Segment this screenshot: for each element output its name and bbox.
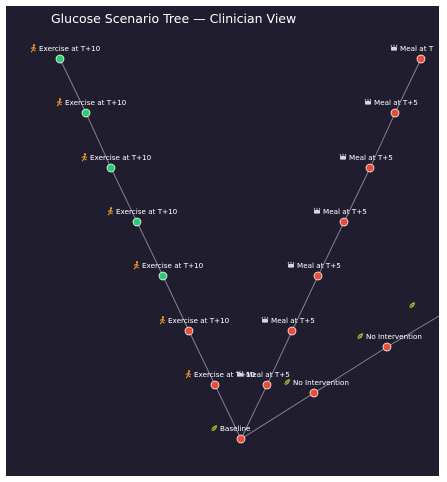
tree-node-meal3[interactable] [313, 271, 323, 281]
node-label: Exercise at T+10 [168, 316, 230, 325]
tree-node-ex3[interactable] [158, 271, 168, 281]
tree-edge [386, 315, 439, 348]
tree-edge [214, 384, 242, 440]
runner-icon [81, 153, 88, 162]
tree-node-ex4[interactable] [132, 217, 142, 227]
meal-icon [261, 316, 269, 323]
tree-edge [266, 330, 293, 386]
meal-icon [236, 370, 244, 377]
leaf-icon [210, 425, 217, 432]
node-label: Exercise at T+10 [194, 370, 256, 379]
node-label: Exercise at T+10 [142, 261, 204, 270]
tree-node-meal4[interactable] [339, 217, 349, 227]
tree-node-meal2[interactable] [287, 326, 297, 336]
leaf-icon [356, 333, 363, 340]
tree-node-ex7[interactable] [55, 54, 65, 64]
tree-node-ex6[interactable] [81, 108, 91, 118]
node-label: Meal at T+5 [374, 98, 418, 107]
node-label: No Intervention [366, 332, 422, 341]
node-label: Meal at T [400, 44, 434, 53]
meal-icon [339, 153, 347, 160]
tree-edge [162, 275, 190, 332]
runner-icon [30, 44, 37, 53]
runner-icon [159, 316, 166, 325]
tree-node-baseline[interactable] [236, 434, 246, 444]
runner-icon [107, 207, 114, 216]
scenario-tree: Baseline Exercise at T+10 Exercise at T+10… [30, 44, 439, 444]
tree-node-ex5[interactable] [106, 163, 116, 173]
tree-edge [59, 58, 87, 114]
tree-edge [110, 167, 138, 223]
tree-node-ni2[interactable] [382, 342, 392, 352]
tree-edge [240, 384, 268, 440]
tree-edge [188, 330, 216, 386]
tree-edge [85, 112, 112, 169]
node-label: Meal at T+5 [246, 370, 290, 379]
tree-node-ni1[interactable] [309, 388, 319, 398]
tree-edge [136, 221, 164, 277]
node-label: Exercise at T+10 [39, 44, 101, 53]
tree-edge [394, 58, 422, 114]
node-label: Exercise at T+10 [90, 153, 152, 162]
node-label: Exercise at T+10 [65, 98, 127, 107]
page-title: Glucose Scenario Tree — Clinician View [51, 11, 297, 26]
tree-edge [343, 167, 371, 223]
leaf-icon [283, 379, 290, 386]
tree-node-meal1[interactable] [262, 380, 272, 390]
node-label: No Intervention [293, 378, 349, 387]
diagram-panel: Glucose Scenario Tree — Clinician View B… [6, 6, 439, 476]
meal-icon [313, 207, 321, 214]
tree-edge [369, 112, 396, 169]
node-label: Meal at T+5 [349, 153, 393, 162]
meal-icon [364, 98, 372, 105]
runner-icon [185, 370, 192, 379]
runner-icon [56, 98, 63, 107]
tree-edge [291, 275, 319, 332]
runner-icon [133, 261, 140, 270]
tree-edge [317, 221, 345, 277]
tree-edge [240, 392, 315, 440]
tree-node-meal5[interactable] [365, 163, 375, 173]
meal-icon [390, 44, 398, 51]
node-label: Meal at T+5 [323, 207, 367, 216]
node-label: Meal at T+5 [297, 261, 341, 270]
tree-node-ex1[interactable] [210, 380, 220, 390]
node-label: Meal at T+5 [271, 316, 315, 325]
leaf-icon [408, 302, 415, 309]
node-label: Baseline [220, 424, 251, 433]
tree-node-meal6[interactable] [390, 108, 400, 118]
tree-node-ex2[interactable] [184, 326, 194, 336]
node-label: Exercise at T+10 [116, 207, 178, 216]
tree-edge [313, 346, 388, 394]
tree-node-meal7[interactable] [416, 54, 426, 64]
meal-icon [287, 261, 295, 268]
